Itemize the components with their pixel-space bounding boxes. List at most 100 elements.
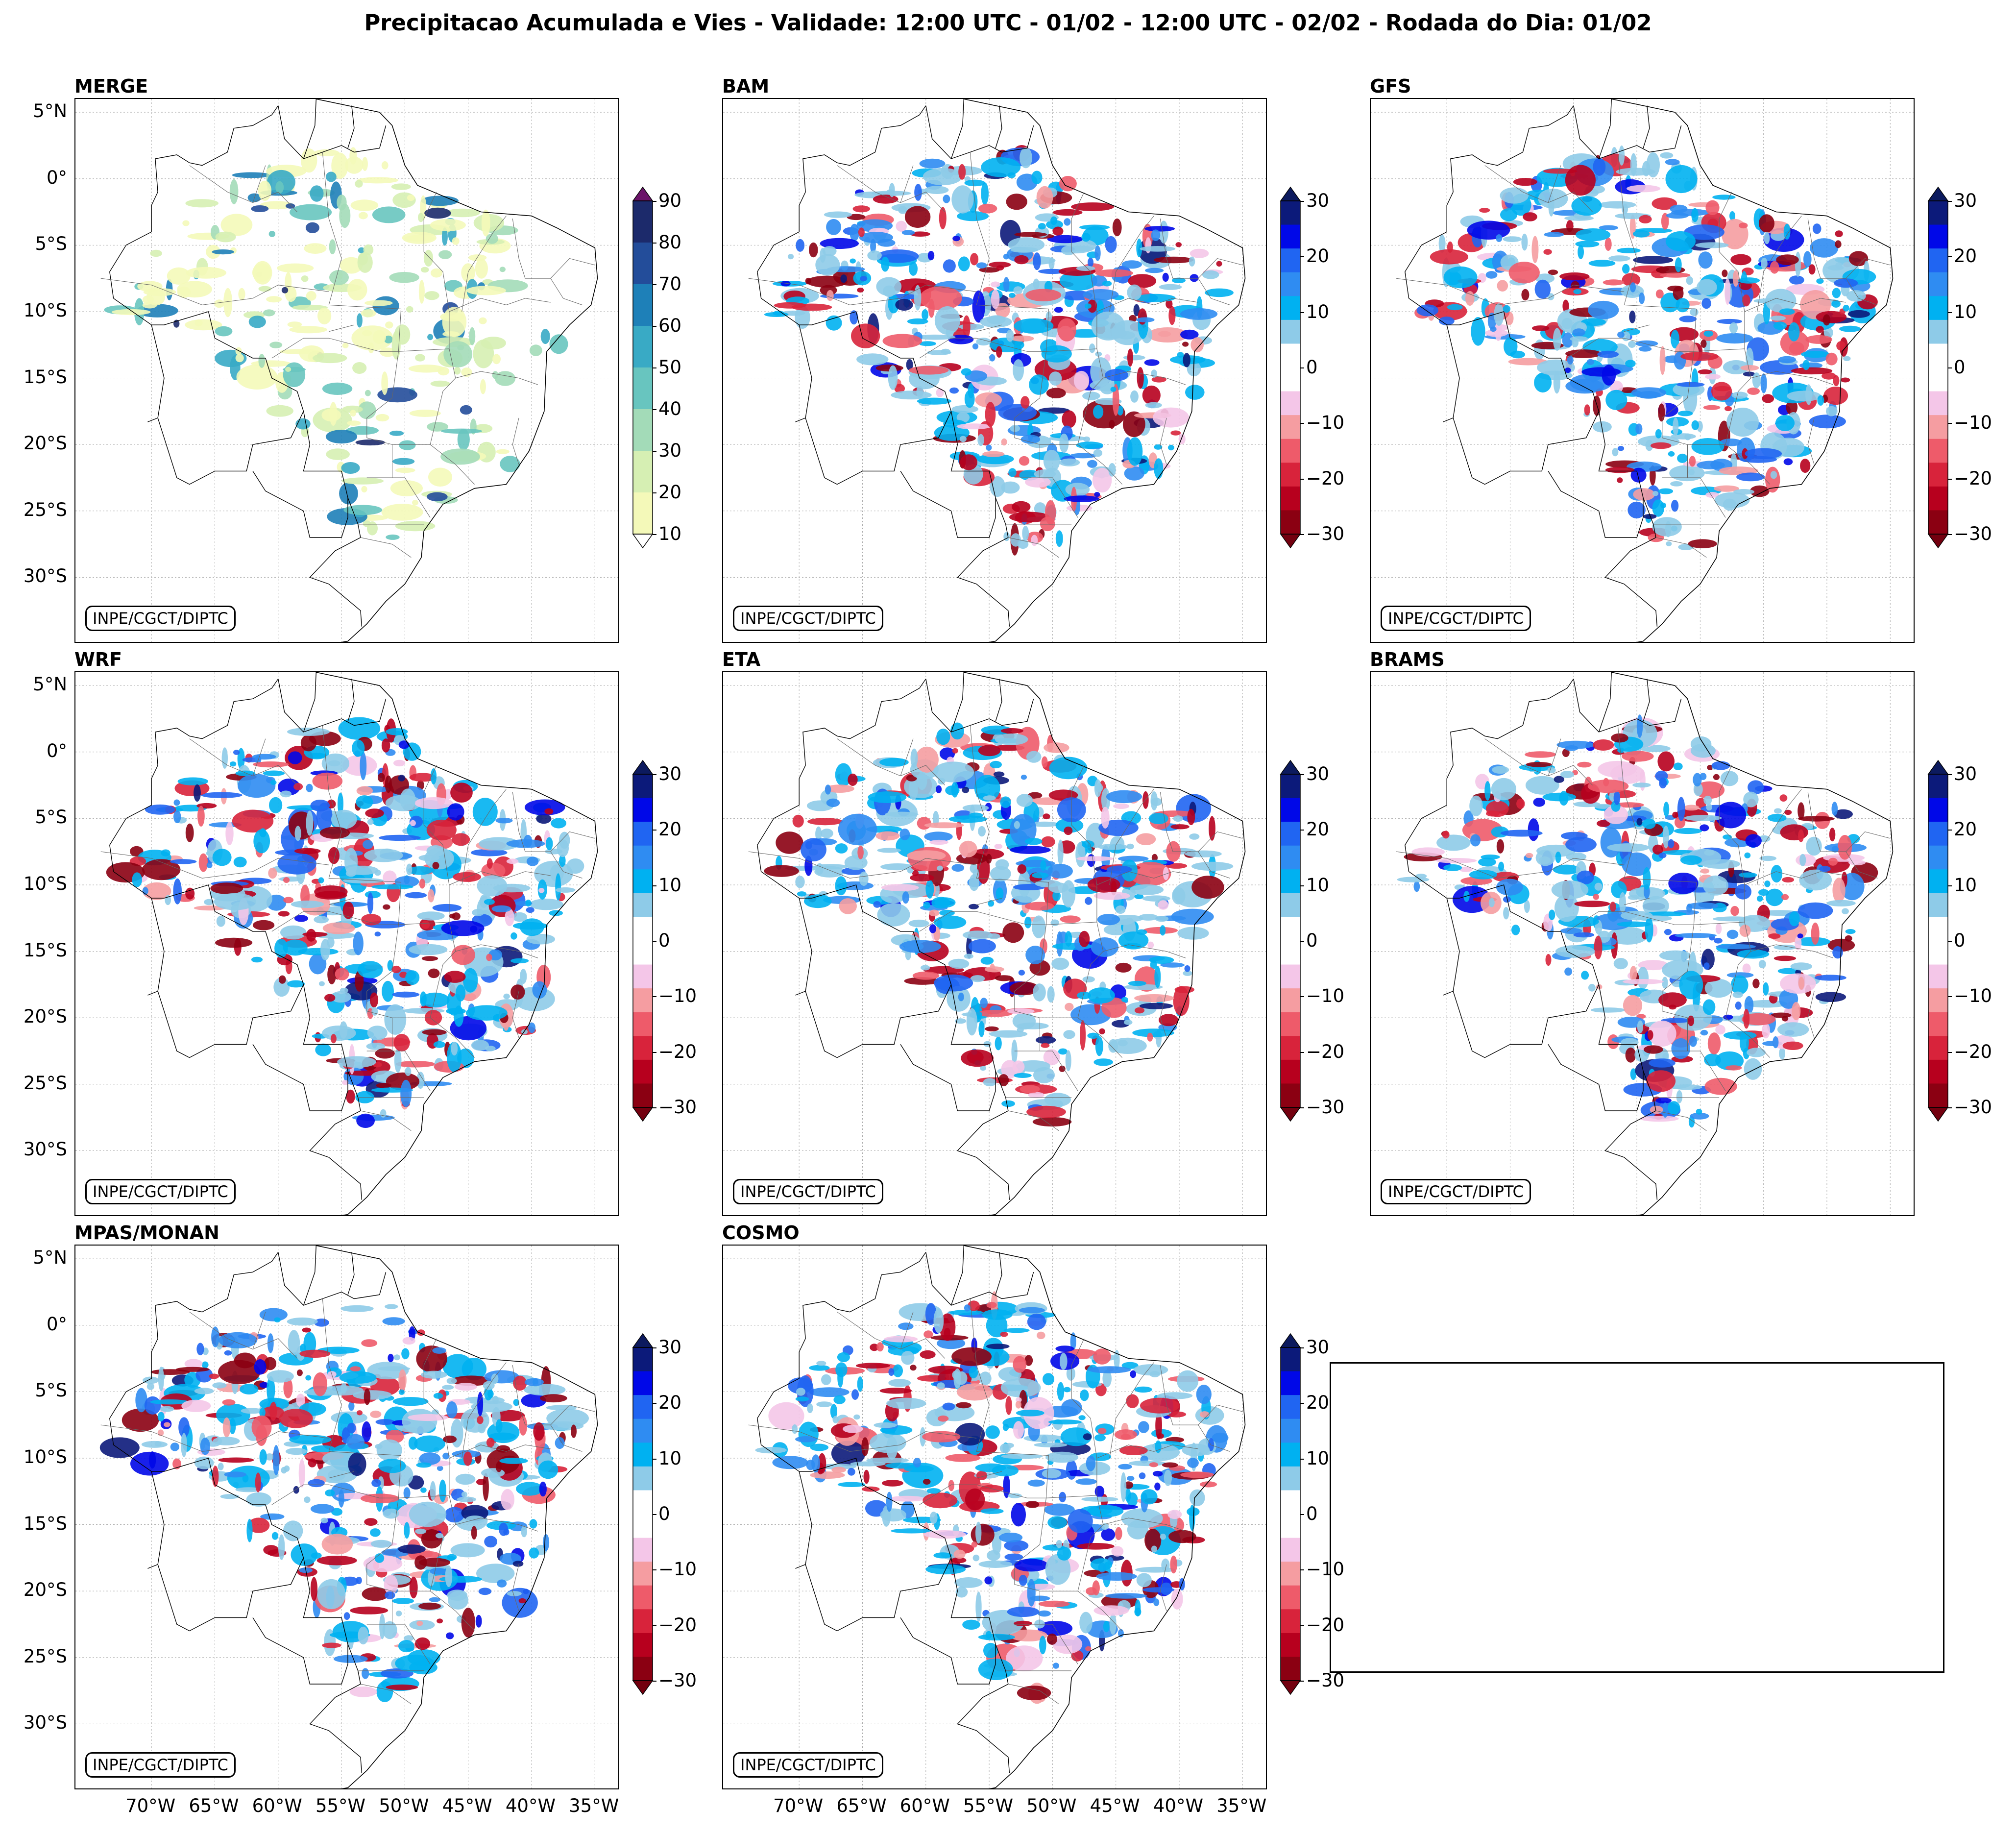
field-blob bbox=[1622, 852, 1652, 876]
state-border bbox=[900, 1312, 914, 1349]
field-blob bbox=[405, 1067, 412, 1076]
field-blob bbox=[367, 1362, 409, 1380]
field-layer bbox=[1397, 714, 1878, 1128]
field-blob bbox=[194, 1388, 214, 1394]
field-blob bbox=[1056, 1540, 1063, 1548]
colorbar-tick-label: 10 bbox=[1306, 874, 1330, 896]
state-border bbox=[1014, 882, 1049, 1051]
field-blob bbox=[1115, 1527, 1122, 1541]
colorbar-tick bbox=[1948, 367, 1952, 368]
field-blob bbox=[1007, 1008, 1035, 1014]
colorbar-tick bbox=[1300, 830, 1304, 831]
colorbar-segment bbox=[1281, 391, 1300, 416]
field-blob bbox=[881, 884, 919, 891]
field-blob bbox=[220, 1494, 240, 1499]
coastline bbox=[1611, 672, 1894, 1215]
field-blob bbox=[985, 402, 996, 427]
field-blob bbox=[1726, 408, 1759, 437]
field-blob bbox=[950, 722, 964, 740]
field-blob bbox=[1097, 914, 1120, 926]
field-blob bbox=[341, 462, 360, 474]
field-blob bbox=[1742, 294, 1750, 307]
field-blob bbox=[1190, 337, 1204, 353]
field-blob bbox=[398, 740, 410, 749]
field-blob bbox=[797, 891, 807, 897]
field-blob bbox=[996, 265, 1004, 270]
field-blob bbox=[916, 386, 923, 398]
field-blob bbox=[1189, 833, 1200, 840]
field-blob bbox=[1513, 178, 1537, 186]
colorbar-segment bbox=[633, 988, 653, 1013]
field-blob bbox=[493, 883, 531, 893]
field-blob bbox=[1725, 406, 1732, 412]
field-blob bbox=[338, 1490, 344, 1508]
state-border bbox=[900, 738, 914, 776]
field-blob bbox=[1668, 451, 1675, 457]
colorbar-tick bbox=[1300, 1051, 1304, 1053]
field-blob bbox=[1676, 1090, 1683, 1103]
field-blob bbox=[1003, 1328, 1030, 1333]
field-blob bbox=[143, 1376, 159, 1384]
field-blob bbox=[986, 854, 992, 864]
field-blob bbox=[951, 1347, 992, 1366]
field-blob bbox=[1636, 714, 1643, 738]
lat-tick-label: 5°N bbox=[33, 1247, 67, 1269]
field-blob bbox=[1171, 908, 1214, 925]
map-canvas bbox=[1371, 99, 1914, 642]
field-blob bbox=[1006, 194, 1027, 210]
field-blob bbox=[989, 1030, 1028, 1038]
field-blob bbox=[1714, 492, 1750, 508]
field-blob bbox=[1646, 1070, 1676, 1092]
field-blob bbox=[419, 879, 426, 889]
colorbar-extend-over bbox=[1280, 186, 1301, 201]
colorbar-tick bbox=[1948, 941, 1952, 942]
field-blob bbox=[978, 1021, 985, 1037]
field-blob bbox=[908, 919, 929, 928]
field-blob bbox=[1128, 1460, 1166, 1467]
country-border bbox=[303, 672, 316, 733]
field-blob bbox=[1817, 395, 1824, 406]
colorbar-extend-under bbox=[632, 1107, 654, 1122]
colorbar-segment bbox=[633, 1657, 653, 1681]
state-border bbox=[271, 911, 449, 932]
field-blob bbox=[430, 768, 437, 784]
colorbar-segment bbox=[1281, 343, 1300, 368]
field-blob bbox=[824, 211, 852, 218]
field-blob bbox=[952, 748, 958, 754]
lon-tick-label: 70°W bbox=[773, 1795, 824, 1816]
state-border bbox=[455, 944, 538, 958]
field-blob bbox=[910, 748, 918, 768]
field-blob bbox=[1720, 439, 1742, 446]
field-blob bbox=[371, 1479, 381, 1487]
field-blob bbox=[877, 903, 910, 927]
field-blob bbox=[421, 196, 459, 206]
field-blob bbox=[1129, 884, 1164, 895]
field-blob bbox=[1014, 255, 1029, 265]
field-blob bbox=[1504, 337, 1518, 356]
field-blob bbox=[196, 1343, 204, 1356]
field-blob bbox=[416, 1072, 425, 1089]
colorbar-segment bbox=[1928, 869, 1948, 894]
colorbar-segment bbox=[633, 1443, 653, 1467]
field-blob bbox=[1160, 962, 1185, 968]
state-border bbox=[1846, 278, 1878, 305]
field-blob bbox=[1057, 1382, 1065, 1401]
field-blob bbox=[386, 1684, 418, 1690]
field-blob bbox=[1581, 367, 1621, 377]
country-border bbox=[950, 1246, 964, 1306]
field-blob bbox=[1047, 235, 1083, 244]
field-blob bbox=[1599, 201, 1636, 209]
colorbar-extend-under bbox=[1280, 534, 1301, 549]
field-blob bbox=[1620, 910, 1653, 921]
field-blob bbox=[1134, 1007, 1145, 1014]
field-blob bbox=[265, 1453, 274, 1461]
state-border bbox=[271, 338, 449, 359]
country-border bbox=[900, 471, 996, 538]
field-blob bbox=[1635, 423, 1643, 435]
field-blob bbox=[233, 750, 240, 755]
field-blob bbox=[1687, 902, 1719, 909]
field-blob bbox=[1190, 1489, 1205, 1506]
colorbar-segment bbox=[1281, 1490, 1300, 1515]
field-blob bbox=[444, 1507, 464, 1523]
colorbar-tick bbox=[1300, 423, 1304, 424]
